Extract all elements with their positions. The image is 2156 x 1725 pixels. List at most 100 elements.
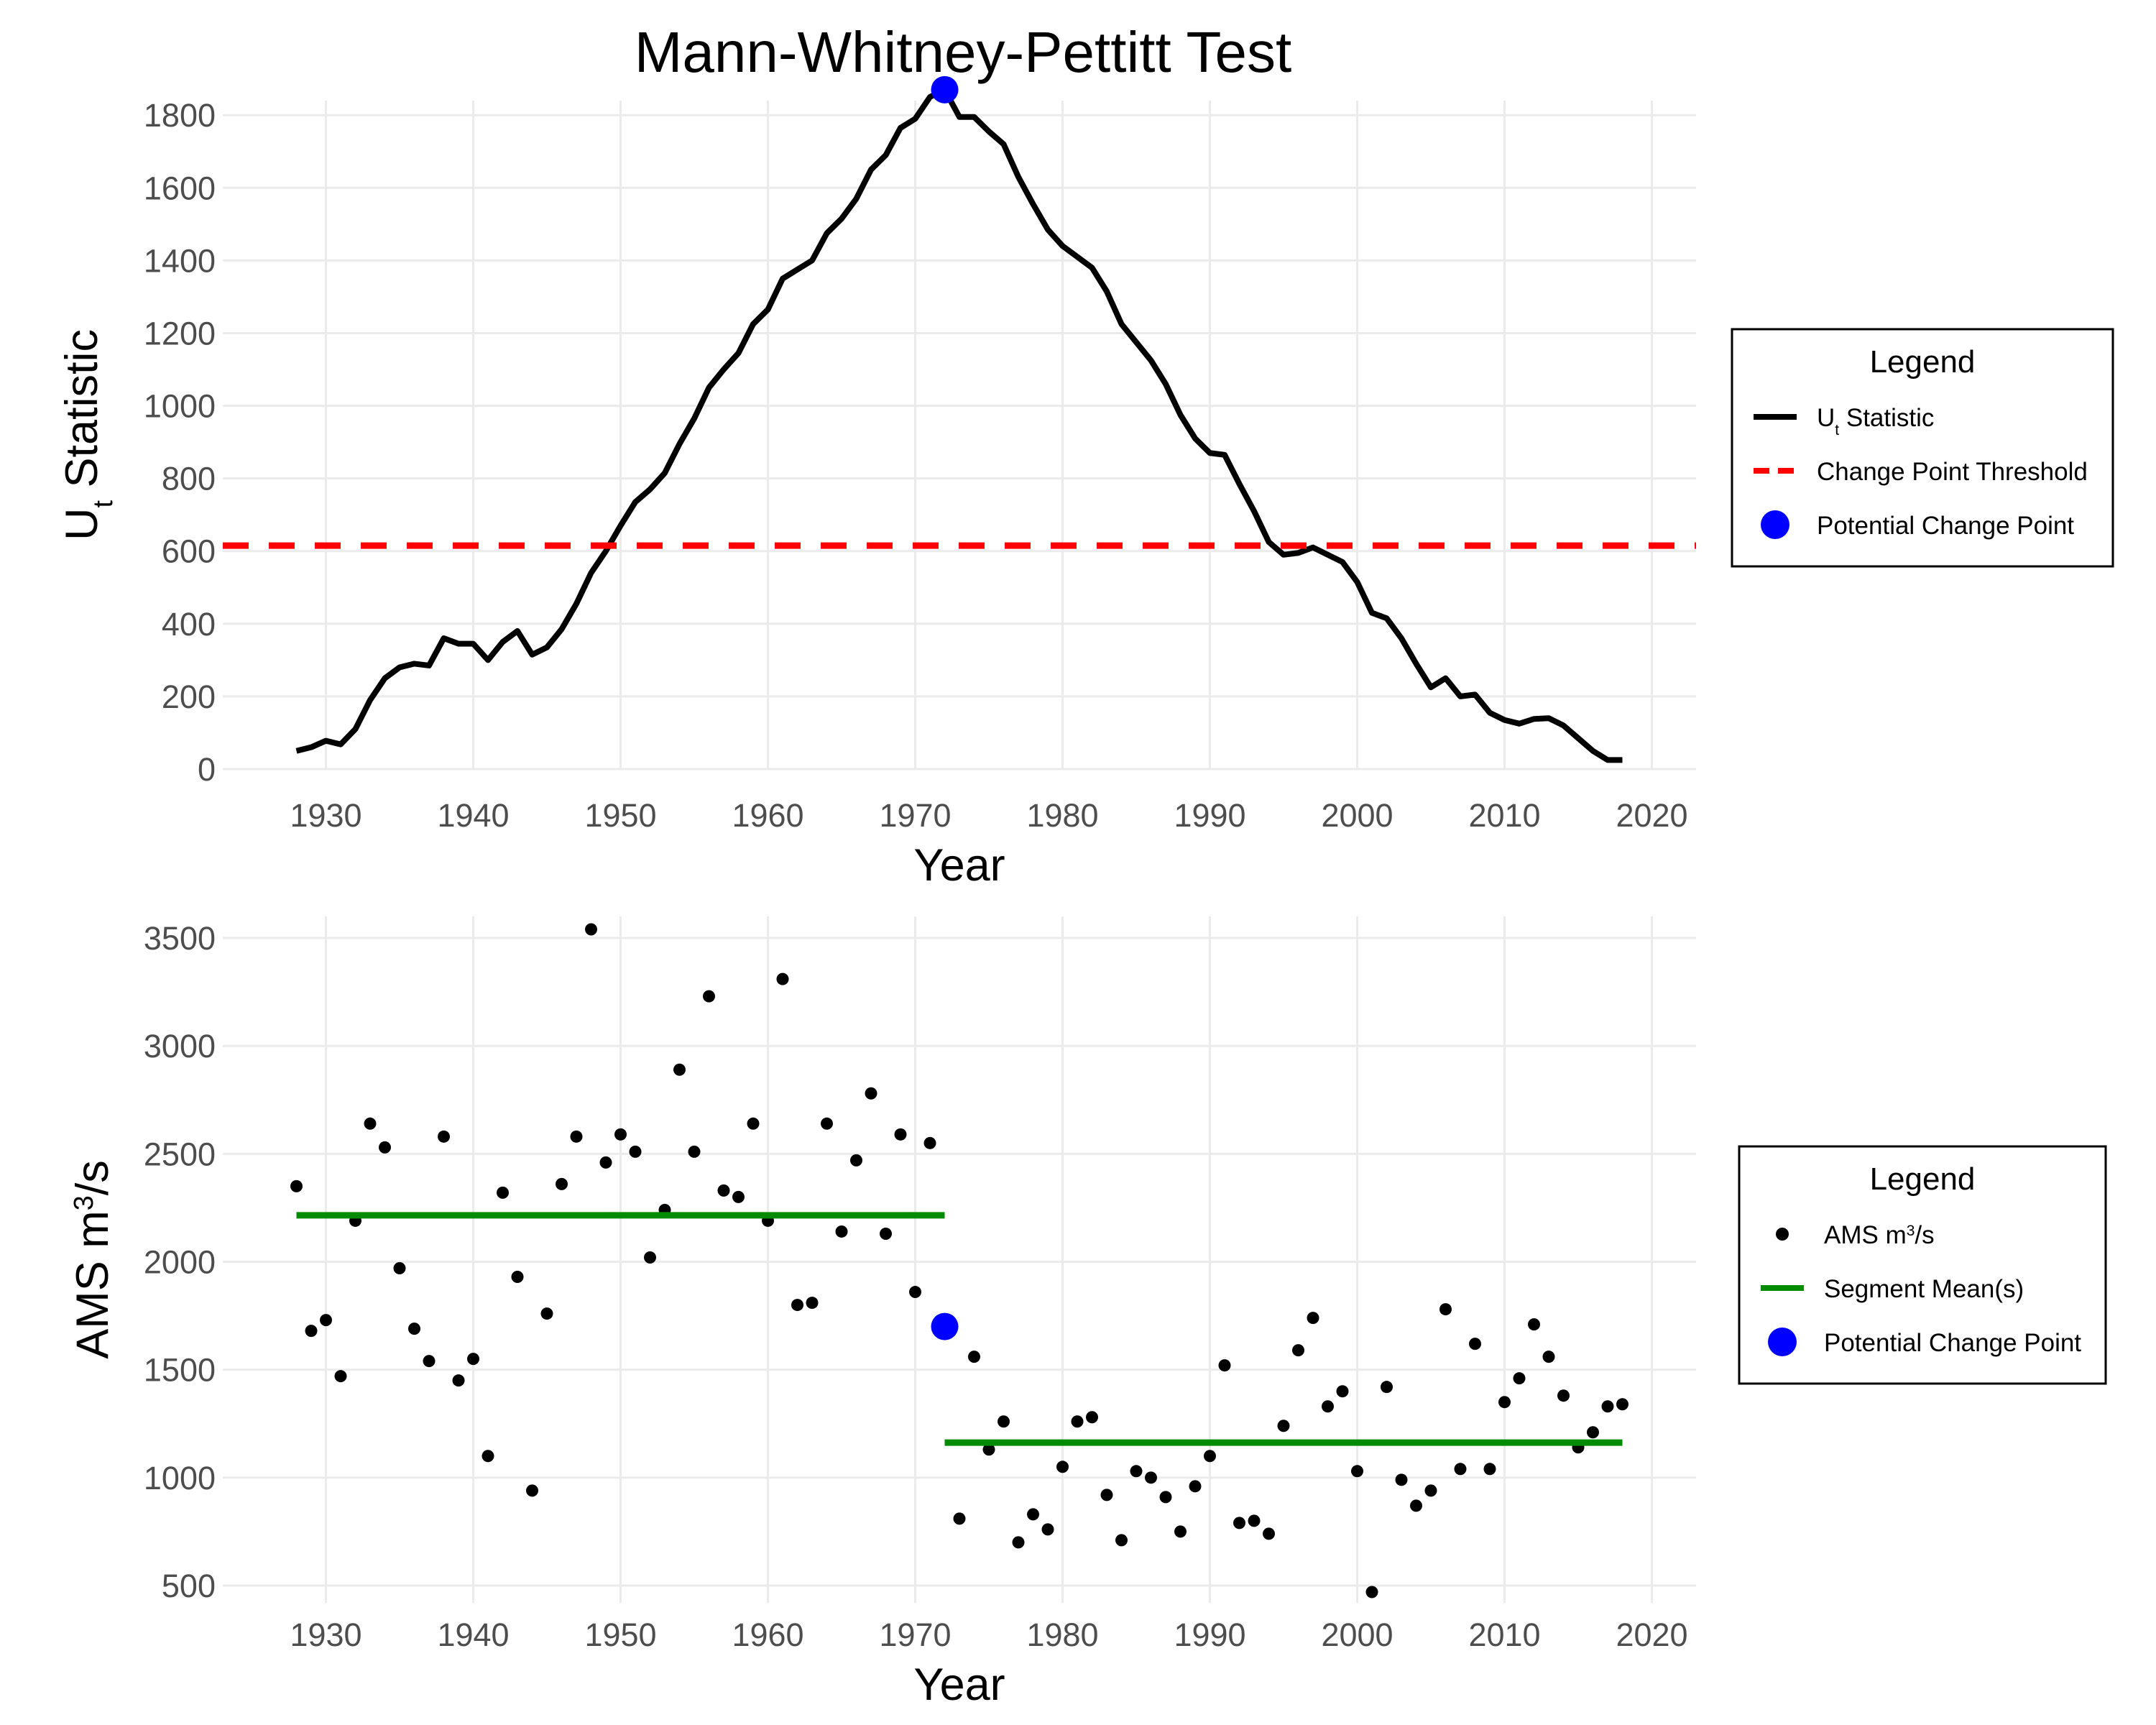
ams-point bbox=[1159, 1491, 1172, 1504]
legend-box bbox=[1731, 328, 2114, 568]
ams-point bbox=[835, 1225, 848, 1238]
ams-point bbox=[526, 1484, 538, 1497]
ams-point bbox=[1483, 1463, 1496, 1476]
ams-point bbox=[1336, 1385, 1349, 1398]
ams-point bbox=[717, 1184, 730, 1197]
legend-item-label: Segment Mean(s) bbox=[1824, 1275, 2024, 1303]
ams-point bbox=[1528, 1318, 1540, 1331]
ams-point bbox=[1292, 1344, 1304, 1357]
ams-point bbox=[1469, 1338, 1481, 1351]
y-tick-label: 2500 bbox=[144, 1136, 216, 1172]
x-axis-title: Year bbox=[913, 840, 1005, 891]
legend-title: Legend bbox=[1870, 1162, 1976, 1197]
x-axis-title: Year bbox=[913, 1660, 1005, 1710]
legend-item-label: AMS m3/s bbox=[1824, 1221, 1935, 1249]
y-tick-label: 1000 bbox=[144, 1460, 216, 1496]
ams-point bbox=[644, 1251, 656, 1264]
ams-point bbox=[1365, 1586, 1378, 1598]
x-tick-label: 2000 bbox=[1321, 797, 1393, 834]
ams-point bbox=[1601, 1400, 1614, 1413]
legend-item-label: Ut Statistic bbox=[1817, 404, 1934, 438]
legend-title: Legend bbox=[1870, 344, 1976, 380]
x-tick-label: 1960 bbox=[732, 797, 803, 834]
x-tick-label: 2000 bbox=[1321, 1616, 1393, 1653]
y-tick-label: 1500 bbox=[144, 1352, 216, 1389]
ams-point bbox=[614, 1128, 627, 1141]
ams-point bbox=[467, 1353, 479, 1366]
legend: Legend AMS m3/s Segment Mean(s) Potential C… bbox=[1738, 1145, 2107, 1385]
ams-point bbox=[320, 1314, 332, 1327]
tick-labels: 1930 1940 1950 1960 1970 1980 1990 2000 2010 2020… bbox=[144, 920, 1688, 1653]
ams-point bbox=[1277, 1420, 1290, 1432]
y-tick-label: 3000 bbox=[144, 1028, 216, 1064]
ams-point bbox=[703, 990, 715, 1003]
y-tick-label: 1400 bbox=[144, 242, 216, 279]
ams-point bbox=[1100, 1489, 1113, 1501]
y-tick-label: 1200 bbox=[144, 315, 216, 351]
ams-point bbox=[1410, 1499, 1422, 1512]
ams-point bbox=[1395, 1473, 1408, 1486]
ams-point bbox=[585, 923, 597, 936]
ams-points bbox=[290, 923, 1628, 1598]
x-tick-label: 1950 bbox=[584, 797, 656, 834]
ams-point bbox=[1218, 1359, 1231, 1372]
ams-point bbox=[1513, 1372, 1526, 1385]
x-tick-label: 1970 bbox=[879, 797, 951, 834]
ams-point bbox=[393, 1262, 406, 1275]
ams-point bbox=[1263, 1527, 1275, 1540]
ams-point bbox=[806, 1297, 819, 1310]
ams-point bbox=[599, 1156, 612, 1169]
y-tick-label: 800 bbox=[162, 461, 216, 497]
ams-point bbox=[1587, 1426, 1599, 1439]
ams-point bbox=[290, 1179, 303, 1192]
ams-point bbox=[894, 1128, 907, 1141]
y-tick-label: 1000 bbox=[144, 388, 216, 425]
ams-point bbox=[408, 1322, 420, 1335]
ams-point bbox=[1381, 1381, 1393, 1394]
ams-point bbox=[1454, 1463, 1467, 1476]
ams-point bbox=[1071, 1415, 1084, 1428]
x-tick-label: 1990 bbox=[1174, 797, 1245, 834]
ams-point bbox=[923, 1136, 936, 1149]
ams-point bbox=[511, 1271, 524, 1284]
ams-point bbox=[540, 1307, 553, 1320]
ams-point bbox=[1248, 1514, 1261, 1527]
ams-point bbox=[1204, 1450, 1216, 1463]
y-axis-title: AMS m3/s bbox=[68, 1160, 118, 1359]
y-tick-label: 2000 bbox=[144, 1244, 216, 1281]
x-tick-label: 1990 bbox=[1174, 1616, 1245, 1653]
ams-scatter-panel: 1930 1940 1950 1960 1970 1980 1990 2000 2010 2020… bbox=[68, 916, 2107, 1710]
x-tick-label: 2010 bbox=[1468, 1616, 1540, 1653]
x-tick-label: 1940 bbox=[437, 1616, 509, 1653]
ams-point bbox=[747, 1117, 760, 1130]
ams-point bbox=[1086, 1411, 1098, 1424]
chart-title: Mann-Whitney-Pettitt Test bbox=[635, 20, 1291, 84]
ams-point bbox=[364, 1117, 377, 1130]
y-tick-label: 500 bbox=[162, 1568, 216, 1604]
tick-labels: 1930 1940 1950 1960 1970 1980 1990 2000 2010 2020… bbox=[144, 97, 1688, 834]
ams-point bbox=[1439, 1303, 1452, 1316]
ams-point bbox=[776, 972, 789, 985]
x-tick-label: 2020 bbox=[1616, 1616, 1687, 1653]
ams-point bbox=[953, 1512, 966, 1525]
x-tick-label: 1940 bbox=[437, 797, 509, 834]
ams-point bbox=[334, 1370, 347, 1383]
ams-point bbox=[1322, 1400, 1334, 1413]
x-tick-label: 1950 bbox=[584, 1616, 656, 1653]
ams-point bbox=[791, 1299, 803, 1312]
ams-point bbox=[1130, 1465, 1143, 1478]
ams-point bbox=[482, 1450, 494, 1463]
ams-point bbox=[1307, 1312, 1319, 1325]
ams-point bbox=[673, 1063, 686, 1076]
legend-key-dot bbox=[1776, 1228, 1789, 1241]
y-tick-label: 1800 bbox=[144, 97, 216, 134]
ams-point bbox=[438, 1130, 450, 1143]
y-tick-label: 400 bbox=[162, 606, 216, 643]
ams-point bbox=[1233, 1517, 1245, 1530]
ams-point bbox=[1174, 1525, 1187, 1538]
x-tick-label: 1960 bbox=[732, 1616, 803, 1653]
x-tick-label: 2020 bbox=[1616, 797, 1687, 834]
ams-point bbox=[850, 1154, 862, 1167]
potential-change-point-marker bbox=[931, 75, 959, 104]
